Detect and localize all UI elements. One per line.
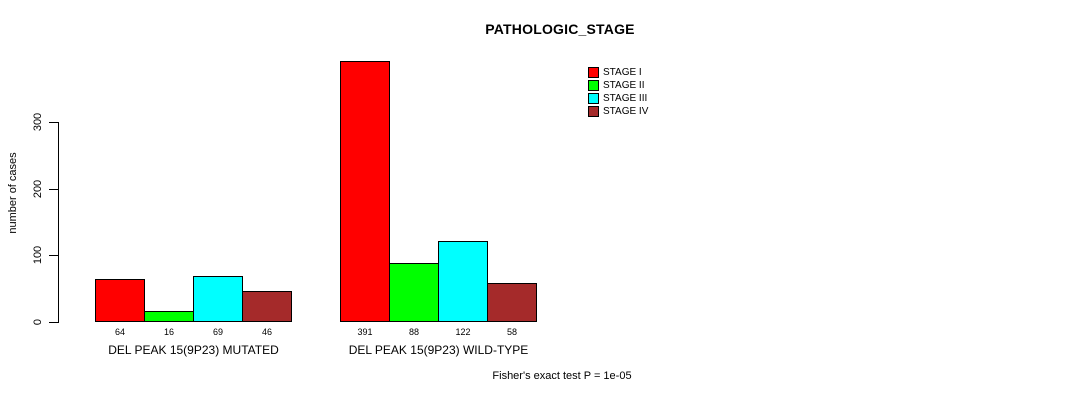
y-tick-label: 100 (32, 245, 44, 265)
legend-label: STAGE IV (603, 106, 649, 117)
y-tick-mark (49, 322, 58, 323)
y-tick-mark (49, 189, 58, 190)
bar-value-label: 88 (408, 327, 419, 337)
legend-swatch-stage-ii (588, 80, 599, 91)
legend-swatch-stage-i (588, 67, 599, 78)
bar-value-label: 58 (506, 327, 517, 337)
legend-swatch-stage-iv (588, 106, 599, 117)
bar-value-label: 46 (261, 327, 272, 337)
bar-stage-ii-group-1 (144, 311, 194, 322)
bar-stage-iii-group-1 (193, 276, 243, 322)
group-label-1: DEL PEAK 15(9P23) MUTATED (108, 343, 279, 357)
y-tick-mark (49, 255, 58, 256)
chart-title: PATHOLOGIC_STAGE (485, 21, 635, 37)
legend-row-stage-i: STAGE I (588, 66, 648, 79)
legend: STAGE I STAGE II STAGE III STAGE IV (588, 66, 648, 118)
y-axis-label: number of cases (7, 152, 19, 234)
group-label-2: DEL PEAK 15(9P23) WILD-TYPE (348, 343, 529, 357)
fisher-test-annotation: Fisher's exact test P = 1e-05 (492, 370, 632, 382)
legend-row-stage-iii: STAGE III (588, 92, 648, 105)
y-tick-label: 0 (32, 318, 44, 326)
bar-value-label: 16 (163, 327, 174, 337)
bar-stage-iii-group-2 (438, 241, 488, 322)
bar-value-label: 64 (114, 327, 125, 337)
legend-label: STAGE III (603, 93, 648, 104)
bar-stage-i-group-1 (95, 279, 145, 322)
legend-row-stage-iv: STAGE IV (588, 105, 648, 118)
bar-stage-iv-group-2 (487, 283, 537, 322)
legend-row-stage-ii: STAGE II (588, 79, 648, 92)
bar-value-label: 69 (212, 327, 223, 337)
bar-stage-ii-group-2 (389, 263, 439, 322)
legend-swatch-stage-iii (588, 93, 599, 104)
y-tick-label: 300 (32, 112, 44, 132)
y-tick-label: 200 (32, 179, 44, 199)
bar-stage-iv-group-1 (242, 291, 292, 322)
bar-stage-i-group-2 (340, 61, 390, 322)
y-tick-mark (49, 122, 58, 123)
y-axis-line (58, 122, 59, 323)
bar-value-label: 122 (455, 327, 471, 337)
bar-value-label: 391 (357, 327, 373, 337)
legend-label: STAGE II (603, 80, 645, 91)
legend-label: STAGE I (603, 67, 642, 78)
